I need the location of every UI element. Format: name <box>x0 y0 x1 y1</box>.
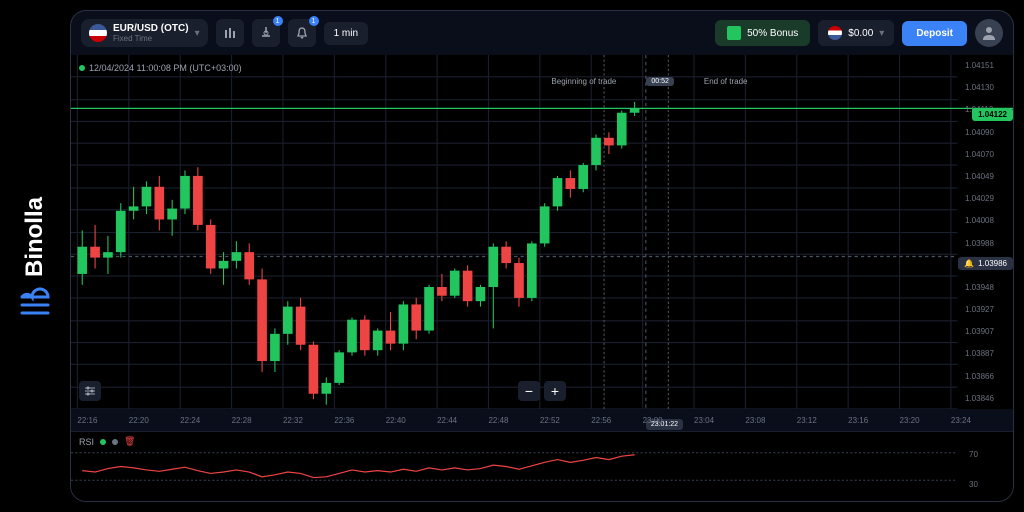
time-tick: 23:08 <box>745 416 765 425</box>
price-tick: 1.04070 <box>965 150 1009 159</box>
bell-icon: 🔔 <box>964 259 974 268</box>
time-tick: 23:20 <box>900 416 920 425</box>
balance-display[interactable]: $0.00 ▾ <box>818 20 894 46</box>
topbar: EUR/USD (OTC) Fixed Time ▾ 1 1 1 min 50%… <box>71 11 1013 55</box>
chevron-down-icon: ▾ <box>879 28 884 39</box>
time-tick: 22:52 <box>540 416 560 425</box>
rsi-tick: 70 <box>969 450 978 459</box>
user-icon <box>981 25 997 41</box>
time-tick: 23:12 <box>797 416 817 425</box>
time-tick: 23:16 <box>848 416 868 425</box>
price-tick: 1.04029 <box>965 194 1009 203</box>
time-tick: 22:16 <box>77 416 97 425</box>
price-tick: 1.03948 <box>965 283 1009 292</box>
avatar[interactable] <box>975 19 1003 47</box>
rsi-label: RSI <box>79 437 94 447</box>
currency-flag-icon <box>828 26 842 40</box>
drawing-tool-button[interactable]: 1 <box>252 19 280 47</box>
end-trade-label: End of trade <box>704 77 748 86</box>
time-tick: 22:28 <box>232 416 252 425</box>
sliders-icon <box>83 384 97 398</box>
price-tick: 1.03866 <box>965 372 1009 381</box>
balance-value: $0.00 <box>848 28 873 39</box>
time-tick: 22:44 <box>437 416 457 425</box>
bonus-label: 50% Bonus <box>747 28 798 39</box>
rsi-header: RSI 🗑 <box>79 436 135 447</box>
zoom-out-button[interactable]: − <box>518 381 540 401</box>
current-price-tag: 1.04122 <box>972 108 1013 121</box>
brand-logo-icon <box>20 285 50 315</box>
time-tick: 23:04 <box>694 416 714 425</box>
trade-markers: Beginning of trade 00:52 End of trade <box>551 77 747 86</box>
begin-trade-label: Beginning of trade <box>551 77 616 86</box>
price-tick: 1.04130 <box>965 83 1009 92</box>
rsi-dot-icon <box>112 439 118 445</box>
deposit-button[interactable]: Deposit <box>902 21 967 46</box>
gift-icon <box>727 26 741 40</box>
timeframe-selector[interactable]: 1 min <box>324 22 368 45</box>
crosshair-price-tag: 🔔 1.03986 <box>958 257 1013 270</box>
brand-sidebar: Binolla <box>0 0 70 512</box>
brand-name: Binolla <box>21 197 49 277</box>
price-tick: 1.04151 <box>965 61 1009 70</box>
chart-settings-button[interactable] <box>79 381 101 401</box>
candles-tool-button[interactable] <box>216 19 244 47</box>
asset-name: EUR/USD (OTC) <box>113 23 189 34</box>
time-tick: 22:56 <box>591 416 611 425</box>
bonus-button[interactable]: 50% Bonus <box>715 20 810 46</box>
brand: Binolla <box>20 197 50 315</box>
price-tick: 1.04049 <box>965 172 1009 181</box>
rsi-panel: RSI 🗑 70 30 <box>71 431 1013 501</box>
asset-selector[interactable]: EUR/USD (OTC) Fixed Time ▾ <box>81 19 208 47</box>
rsi-chart <box>71 432 1013 501</box>
tool-badge: 1 <box>273 16 283 26</box>
countdown-badge: 00:52 <box>646 77 674 86</box>
price-tick: 1.04090 <box>965 128 1009 137</box>
rsi-dot-icon <box>100 439 106 445</box>
price-tick: 1.03887 <box>965 349 1009 358</box>
tool-badge-2: 1 <box>309 16 319 26</box>
timestamp-label: 12/04/2024 11:00:08 PM (UTC+03:00) <box>79 63 242 73</box>
rsi-axis: 70 30 <box>969 432 1009 501</box>
price-tick: 1.03988 <box>965 239 1009 248</box>
time-tick: 22:40 <box>386 416 406 425</box>
chevron-down-icon: ▾ <box>195 28 200 39</box>
zoom-controls: − + <box>518 381 566 401</box>
price-tick: 1.03846 <box>965 394 1009 403</box>
price-tick: 1.03927 <box>965 305 1009 314</box>
time-axis: 23:01:22 22:1622:2022:2422:2822:3222:362… <box>71 409 1013 431</box>
candlestick-chart <box>71 55 1013 409</box>
zoom-in-button[interactable]: + <box>544 381 566 401</box>
time-tick: 23:24 <box>951 416 971 425</box>
asset-flag-icon <box>89 24 107 42</box>
time-tick: 22:48 <box>488 416 508 425</box>
rsi-tick: 30 <box>969 480 978 489</box>
rsi-delete-icon[interactable]: 🗑 <box>124 436 135 447</box>
price-tick: 1.03907 <box>965 327 1009 336</box>
asset-type: Fixed Time <box>113 34 189 43</box>
time-tick: 22:24 <box>180 416 200 425</box>
time-tick: 22:36 <box>334 416 354 425</box>
chart-area[interactable]: 12/04/2024 11:00:08 PM (UTC+03:00) Begin… <box>71 55 1013 409</box>
alert-tool-button[interactable]: 1 <box>288 19 316 47</box>
time-tick: 22:32 <box>283 416 303 425</box>
live-dot-icon <box>79 65 85 71</box>
time-tick: 23:00 <box>643 416 663 425</box>
price-tick: 1.04008 <box>965 216 1009 225</box>
time-tick: 22:20 <box>129 416 149 425</box>
main-panel: EUR/USD (OTC) Fixed Time ▾ 1 1 1 min 50%… <box>70 10 1014 502</box>
